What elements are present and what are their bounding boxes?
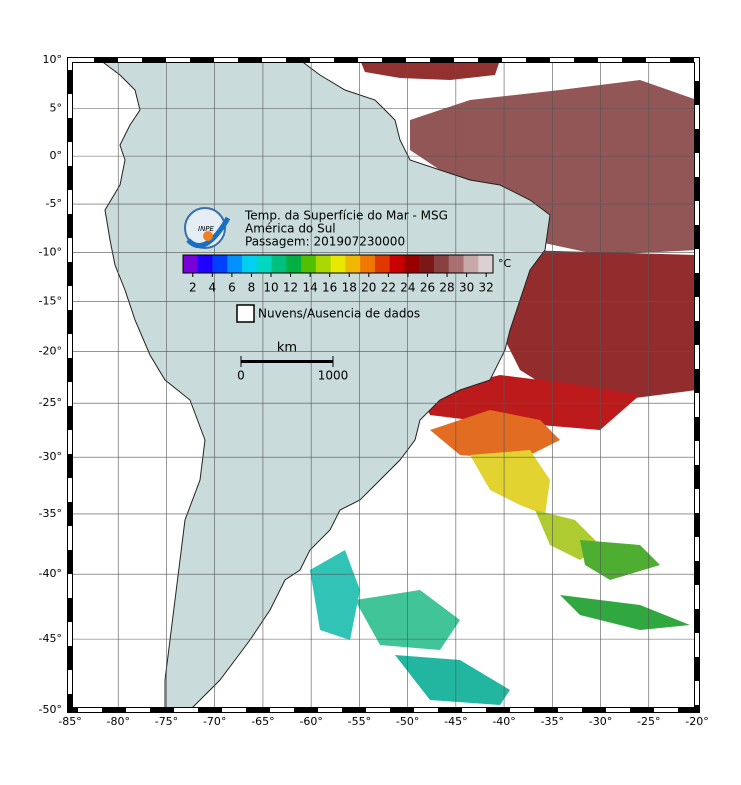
scale-unit: km [277, 341, 297, 356]
colorbar-tick-label: 6 [228, 281, 236, 295]
lon-tick-label: -30° [589, 715, 612, 728]
colorbar-segment [345, 255, 361, 273]
legend-label: Nuvens/Ausencia de dados [258, 307, 420, 321]
lat-tick-label: -10° [39, 245, 62, 258]
colorbar-segment [389, 255, 405, 273]
colorbar-tick-label: 14 [302, 281, 317, 295]
lat-tick-label: -25° [39, 396, 62, 409]
colorbar-tick-label: 18 [342, 281, 357, 295]
lat-tick-label: -45° [39, 632, 62, 645]
colorbar-tick-label: 4 [209, 281, 217, 295]
lon-tick-label: -25° [637, 715, 660, 728]
colorbar-segment [463, 255, 479, 273]
colorbar-tick-label: 24 [400, 281, 415, 295]
lat-tick-label: -50° [39, 703, 62, 716]
colorbar-segment [448, 255, 464, 273]
lat-tick-label: 0° [50, 149, 63, 162]
lon-tick-label: -50° [396, 715, 419, 728]
lon-tick-label: -35° [541, 715, 564, 728]
lat-tick-label: 10° [43, 53, 63, 66]
title-line: Temp. da Superfície do Mar - MSG [244, 209, 448, 223]
lon-tick-label: -60° [299, 715, 322, 728]
lat-tick-label: -15° [39, 294, 62, 307]
colorbar-tick-label: 20 [361, 281, 376, 295]
lat-tick-label: -40° [39, 567, 62, 580]
lat-tick-label: -5° [46, 197, 62, 210]
colorbar-tick-label: 28 [439, 281, 454, 295]
colorbar-segment [419, 255, 435, 273]
colorbar-segment [212, 255, 228, 273]
colorbar-segment [183, 255, 199, 273]
lon-tick-label: -80° [106, 715, 129, 728]
logo-text: INPE [198, 225, 215, 233]
colorbar-segment [330, 255, 346, 273]
title-line: América do Sul [245, 222, 336, 236]
colorbar-tick-label: 22 [381, 281, 396, 295]
legend-swatch [236, 304, 255, 323]
lat-tick-label: -30° [39, 450, 62, 463]
colorbar-tick-label: 2 [189, 281, 197, 295]
lat-tick-label: -35° [39, 507, 62, 520]
lon-tick-label: -85° [58, 715, 81, 728]
colorbar-segment [271, 255, 287, 273]
lon-tick-label: -70° [203, 715, 226, 728]
colorbar-segment [197, 255, 214, 273]
colorbar-tick-label: 26 [420, 281, 435, 295]
lon-tick-label: -40° [492, 715, 515, 728]
colorbar-segment [433, 255, 450, 273]
lon-tick-label: -55° [348, 715, 371, 728]
scale-label: 1000 [318, 369, 349, 383]
lat-tick-label: 5° [50, 101, 63, 114]
lon-tick-label: -75° [155, 715, 178, 728]
colorbar-tick-label: 30 [459, 281, 474, 295]
scale-bar [240, 356, 334, 367]
colorbar-tick-label: 16 [322, 281, 337, 295]
title-line: Passagem: 201907230000 [245, 235, 405, 249]
colorbar-tick-label: 12 [283, 281, 298, 295]
colorbar-border [182, 254, 494, 274]
scale-label: 0 [237, 369, 245, 383]
colorbar-segment [227, 255, 243, 273]
lat-tick-label: -20° [39, 344, 62, 357]
colorbar: 2 4 6 8 10 12 14 16 18 20 22 24 26 28 30 32 [182, 254, 494, 295]
colorbar-tick-label: 10 [263, 281, 278, 295]
frame-pattern [68, 58, 699, 712]
lon-tick-label: -45° [444, 715, 467, 728]
graticule [69, 59, 698, 711]
colorbar-segment [301, 255, 317, 273]
colorbar-segment [315, 255, 332, 273]
colorbar-segment [374, 255, 391, 273]
colorbar-segment [286, 255, 302, 273]
colorbar-segment [256, 255, 273, 273]
logo: INPE [184, 207, 231, 249]
lon-tick-label: -65° [251, 715, 274, 728]
lon-tick-label: -20° [685, 715, 708, 728]
colorbar-segment [404, 255, 420, 273]
colorbar-segment [242, 255, 258, 273]
colorbar-unit: °C [498, 257, 512, 270]
colorbar-segment [360, 255, 376, 273]
colorbar-segment [478, 255, 494, 273]
colorbar-tick-label: 8 [248, 281, 256, 295]
colorbar-tick-label: 32 [479, 281, 494, 295]
tick-labels: -85° -80° -75° -70° -65° -60° -55° -50° -45° -40°… [39, 53, 709, 728]
